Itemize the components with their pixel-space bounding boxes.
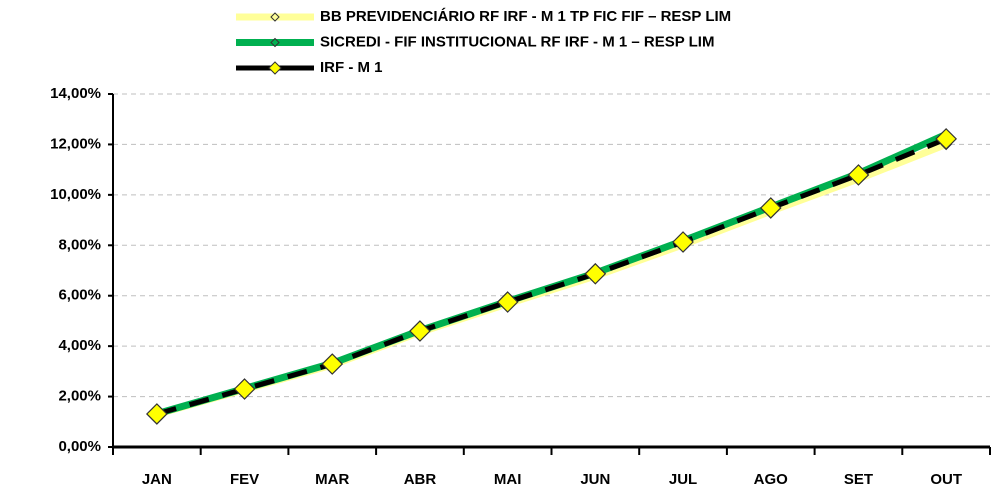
- marker: [146, 403, 168, 425]
- marker: [672, 231, 694, 253]
- marker: [321, 353, 344, 375]
- legend-marker: [270, 12, 280, 22]
- legend-label: IRF - M 1: [320, 59, 383, 76]
- marker: [496, 291, 519, 313]
- marker: [233, 378, 256, 400]
- y-tick-label: 2,00%: [58, 388, 101, 405]
- legend-marker: [270, 37, 280, 48]
- series-line: [155, 131, 948, 418]
- series-line: [156, 136, 948, 417]
- marker: [759, 197, 782, 219]
- x-tick-label: MAI: [494, 471, 522, 488]
- x-tick-label: JAN: [142, 471, 172, 488]
- y-tick-label: 0,00%: [58, 438, 101, 455]
- marker: [847, 164, 870, 186]
- y-tick-label: 6,00%: [58, 287, 101, 304]
- y-tick-label: 4,00%: [58, 337, 101, 354]
- marker: [935, 128, 957, 150]
- marker: [584, 262, 607, 285]
- x-tick-label: FEV: [230, 471, 259, 488]
- legend-label: SICREDI - FIF INSTITUCIONAL RF IRF - M 1…: [320, 33, 714, 50]
- x-tick-label: ABR: [404, 471, 437, 488]
- x-tick-label: JUN: [580, 471, 610, 488]
- y-tick-label: 10,00%: [50, 186, 101, 203]
- x-tick-label: JUL: [669, 471, 697, 488]
- legend-label: BB PREVIDENCIÁRIO RF IRF - M 1 TP FIC FI…: [320, 8, 731, 25]
- x-tick-label: OUT: [930, 471, 962, 488]
- marker: [409, 320, 431, 342]
- x-tick-label: AGO: [754, 471, 789, 488]
- legend-marker: [268, 61, 282, 75]
- y-tick-label: 14,00%: [50, 85, 101, 102]
- x-tick-label: MAR: [315, 471, 349, 488]
- y-tick-label: 12,00%: [50, 135, 101, 152]
- x-tick-label: SET: [844, 471, 873, 488]
- y-tick-label: 8,00%: [58, 236, 101, 253]
